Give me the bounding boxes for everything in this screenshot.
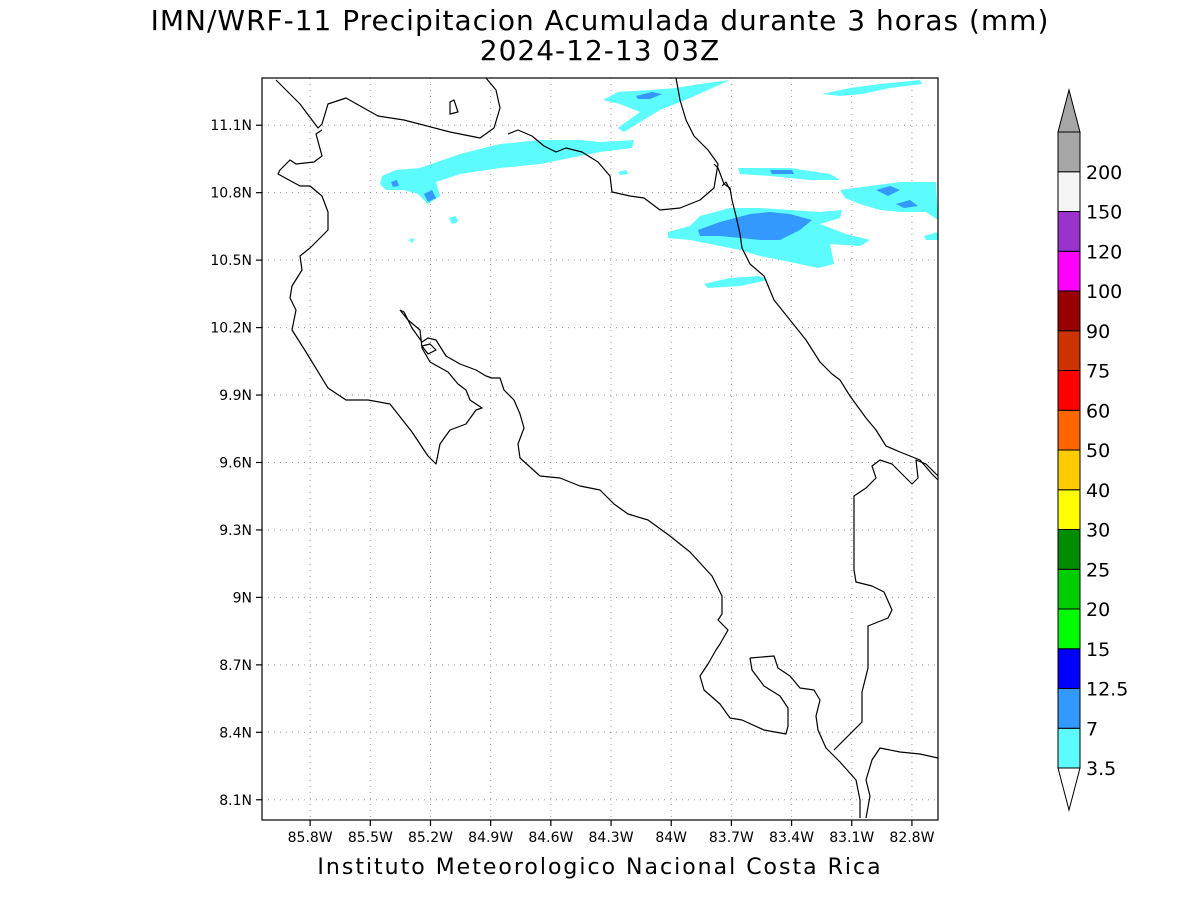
lon-tick-label: 83.7W xyxy=(709,830,754,846)
colorbar-level-label: 60 xyxy=(1086,400,1110,422)
colorbar-level-label: 7 xyxy=(1086,718,1098,740)
precip-patch xyxy=(408,170,628,243)
colorbar-level-label: 3.5 xyxy=(1086,758,1116,780)
lon-tick-label: 84.9W xyxy=(468,830,513,846)
lon-tick-label: 85.8W xyxy=(288,830,333,846)
lat-tick-label: 10.2N xyxy=(210,321,252,337)
lon-tick-label: 82.8W xyxy=(889,830,934,846)
colorbar-level-label: 12.5 xyxy=(1086,679,1128,701)
lat-tick-label: 10.5N xyxy=(210,253,252,269)
colorbar-level-label: 50 xyxy=(1086,440,1110,462)
lat-tick-label: 9.6N xyxy=(219,455,252,471)
precip-patch xyxy=(668,208,870,268)
colorbar-swatch xyxy=(1057,568,1081,610)
colorbar-level-label: 150 xyxy=(1086,202,1122,224)
colorbar-swatch xyxy=(1057,250,1081,292)
lat-tick-label: 8.7N xyxy=(219,658,252,674)
precip-patch xyxy=(704,276,768,288)
colorbar-level-label: 15 xyxy=(1086,639,1110,661)
longitude-axis: 85.8W 85.5W 85.2W 84.9W 84.6W 84.3W 84W 83.7W 83… xyxy=(288,820,935,846)
colorbar-swatch xyxy=(1057,131,1081,173)
precip-patch xyxy=(603,80,730,132)
lat-tick-label: 8.4N xyxy=(219,725,252,741)
colorbar-swatch xyxy=(1057,330,1081,371)
colorbar-lower-arrow xyxy=(1057,767,1081,812)
precipitation-field xyxy=(380,80,938,288)
lon-tick-label: 83.1W xyxy=(829,830,874,846)
lat-tick-label: 10.8N xyxy=(210,186,252,202)
precip-patch xyxy=(380,140,634,204)
colorbar-swatch xyxy=(1057,529,1081,570)
lon-tick-label: 84.6W xyxy=(528,830,573,846)
colorbar-level-label: 120 xyxy=(1086,241,1122,263)
footer-credit: Instituto Meteorologico Nacional Costa R… xyxy=(317,855,883,880)
lon-tick-label: 84.3W xyxy=(589,830,634,846)
lat-tick-label: 9.9N xyxy=(219,388,252,404)
colorbar-swatch xyxy=(1057,290,1081,332)
colorbar-swatch xyxy=(1057,648,1081,689)
lon-tick-label: 83.4W xyxy=(769,830,814,846)
colorbar-swatch xyxy=(1057,409,1081,451)
colorbar-legend: 3.5 7 12.5 15 20 25 30 40 50 60 75 90 100 120 150 200 xyxy=(1057,88,1128,812)
precip-patch xyxy=(822,80,922,96)
lat-tick-label: 9N xyxy=(233,590,252,606)
colorbar-swatch xyxy=(1057,489,1081,530)
lat-tick-label: 8.1N xyxy=(219,793,252,809)
colorbar-level-label: 25 xyxy=(1086,559,1110,581)
colorbar-level-label: 40 xyxy=(1086,480,1110,502)
colorbar-level-label: 75 xyxy=(1086,361,1110,383)
colorbar-swatch xyxy=(1057,688,1081,729)
map-title: IMN/WRF-11 Precipitacion Acumulada duran… xyxy=(150,4,1050,37)
lat-tick-label: 9.3N xyxy=(219,523,252,539)
colorbar-level-label: 30 xyxy=(1086,520,1110,542)
lon-tick-label: 85.5W xyxy=(348,830,393,846)
precip-patch xyxy=(840,182,938,240)
precip-patch xyxy=(738,168,840,180)
map-date: 2024-12-13 03Z xyxy=(479,34,721,67)
colorbar-level-label: 90 xyxy=(1086,321,1110,343)
colorbar-level-label: 20 xyxy=(1086,599,1110,621)
colorbar-swatch xyxy=(1057,171,1081,212)
lon-tick-label: 85.2W xyxy=(408,830,453,846)
colorbar-swatch xyxy=(1057,449,1081,491)
colorbar-swatch xyxy=(1057,727,1081,769)
latitude-axis: 11.1N 10.8N 10.5N 10.2N 9.9N 9.6N 9.3N 9N 8.7N 8.… xyxy=(210,118,262,809)
colorbar-level-label: 100 xyxy=(1086,281,1122,303)
lon-tick-label: 84W xyxy=(655,830,687,846)
colorbar-swatch xyxy=(1057,211,1081,252)
colorbar-level-label: 200 xyxy=(1086,162,1122,184)
map-grid xyxy=(262,78,938,820)
colorbar-upper-arrow xyxy=(1057,88,1081,133)
plot-frame xyxy=(261,77,939,821)
colorbar-swatch xyxy=(1057,608,1081,650)
lat-tick-label: 11.1N xyxy=(210,118,252,134)
colorbar-swatch xyxy=(1057,370,1081,411)
coastline xyxy=(275,78,938,819)
